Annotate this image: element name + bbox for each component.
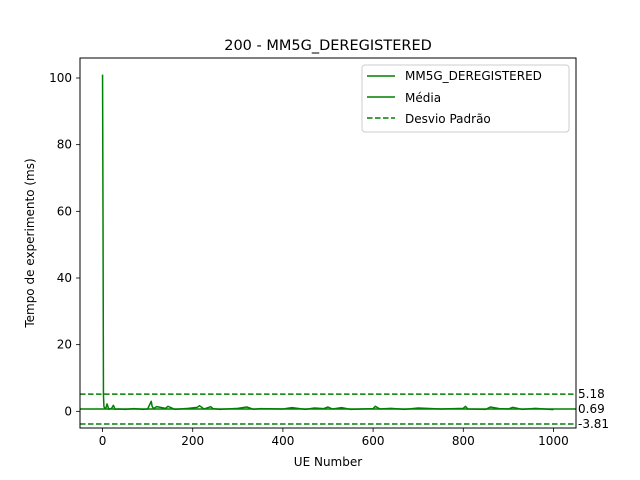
x-tick-label: 0 [99,434,107,448]
plot-area-frame [79,57,577,429]
x-tick-label: 200 [181,434,204,448]
y-tick-label: 0 [64,404,72,418]
mean-label: 0.69 [578,402,605,416]
reference-line-labels: 5.180.69-3.81 [578,387,609,431]
y-axis-label: Tempo de experimento (ms) [23,158,37,328]
y-tick-label: 80 [57,138,72,152]
y-tick-label: 20 [57,338,72,352]
y-axis: 0 20 40 60 80 100 [49,71,80,418]
stddev-lower-label: -3.81 [578,417,609,431]
chart-title: 200 - MM5G_DEREGISTERED [224,38,432,54]
x-tick-label: 1000 [538,434,569,448]
legend-label-series: MM5G_DEREGISTERED [405,69,542,83]
legend: MM5G_DEREGISTERED Média Desvio Padrão [361,64,570,133]
x-tick-label: 800 [452,434,475,448]
x-axis-label: UE Number [294,455,362,469]
legend-label-mean: Média [405,91,441,105]
x-axis: 0 200 400 600 800 1000 [99,428,569,448]
y-tick-label: 100 [49,71,72,85]
chart-marks [80,74,576,425]
y-tick-label: 60 [57,204,72,218]
x-tick-label: 600 [362,434,385,448]
x-tick-label: 400 [271,434,294,448]
stddev-upper-label: 5.18 [578,387,605,401]
legend-label-stddev: Desvio Padrão [405,112,491,126]
y-tick-label: 40 [57,271,72,285]
legend-box [361,64,570,133]
